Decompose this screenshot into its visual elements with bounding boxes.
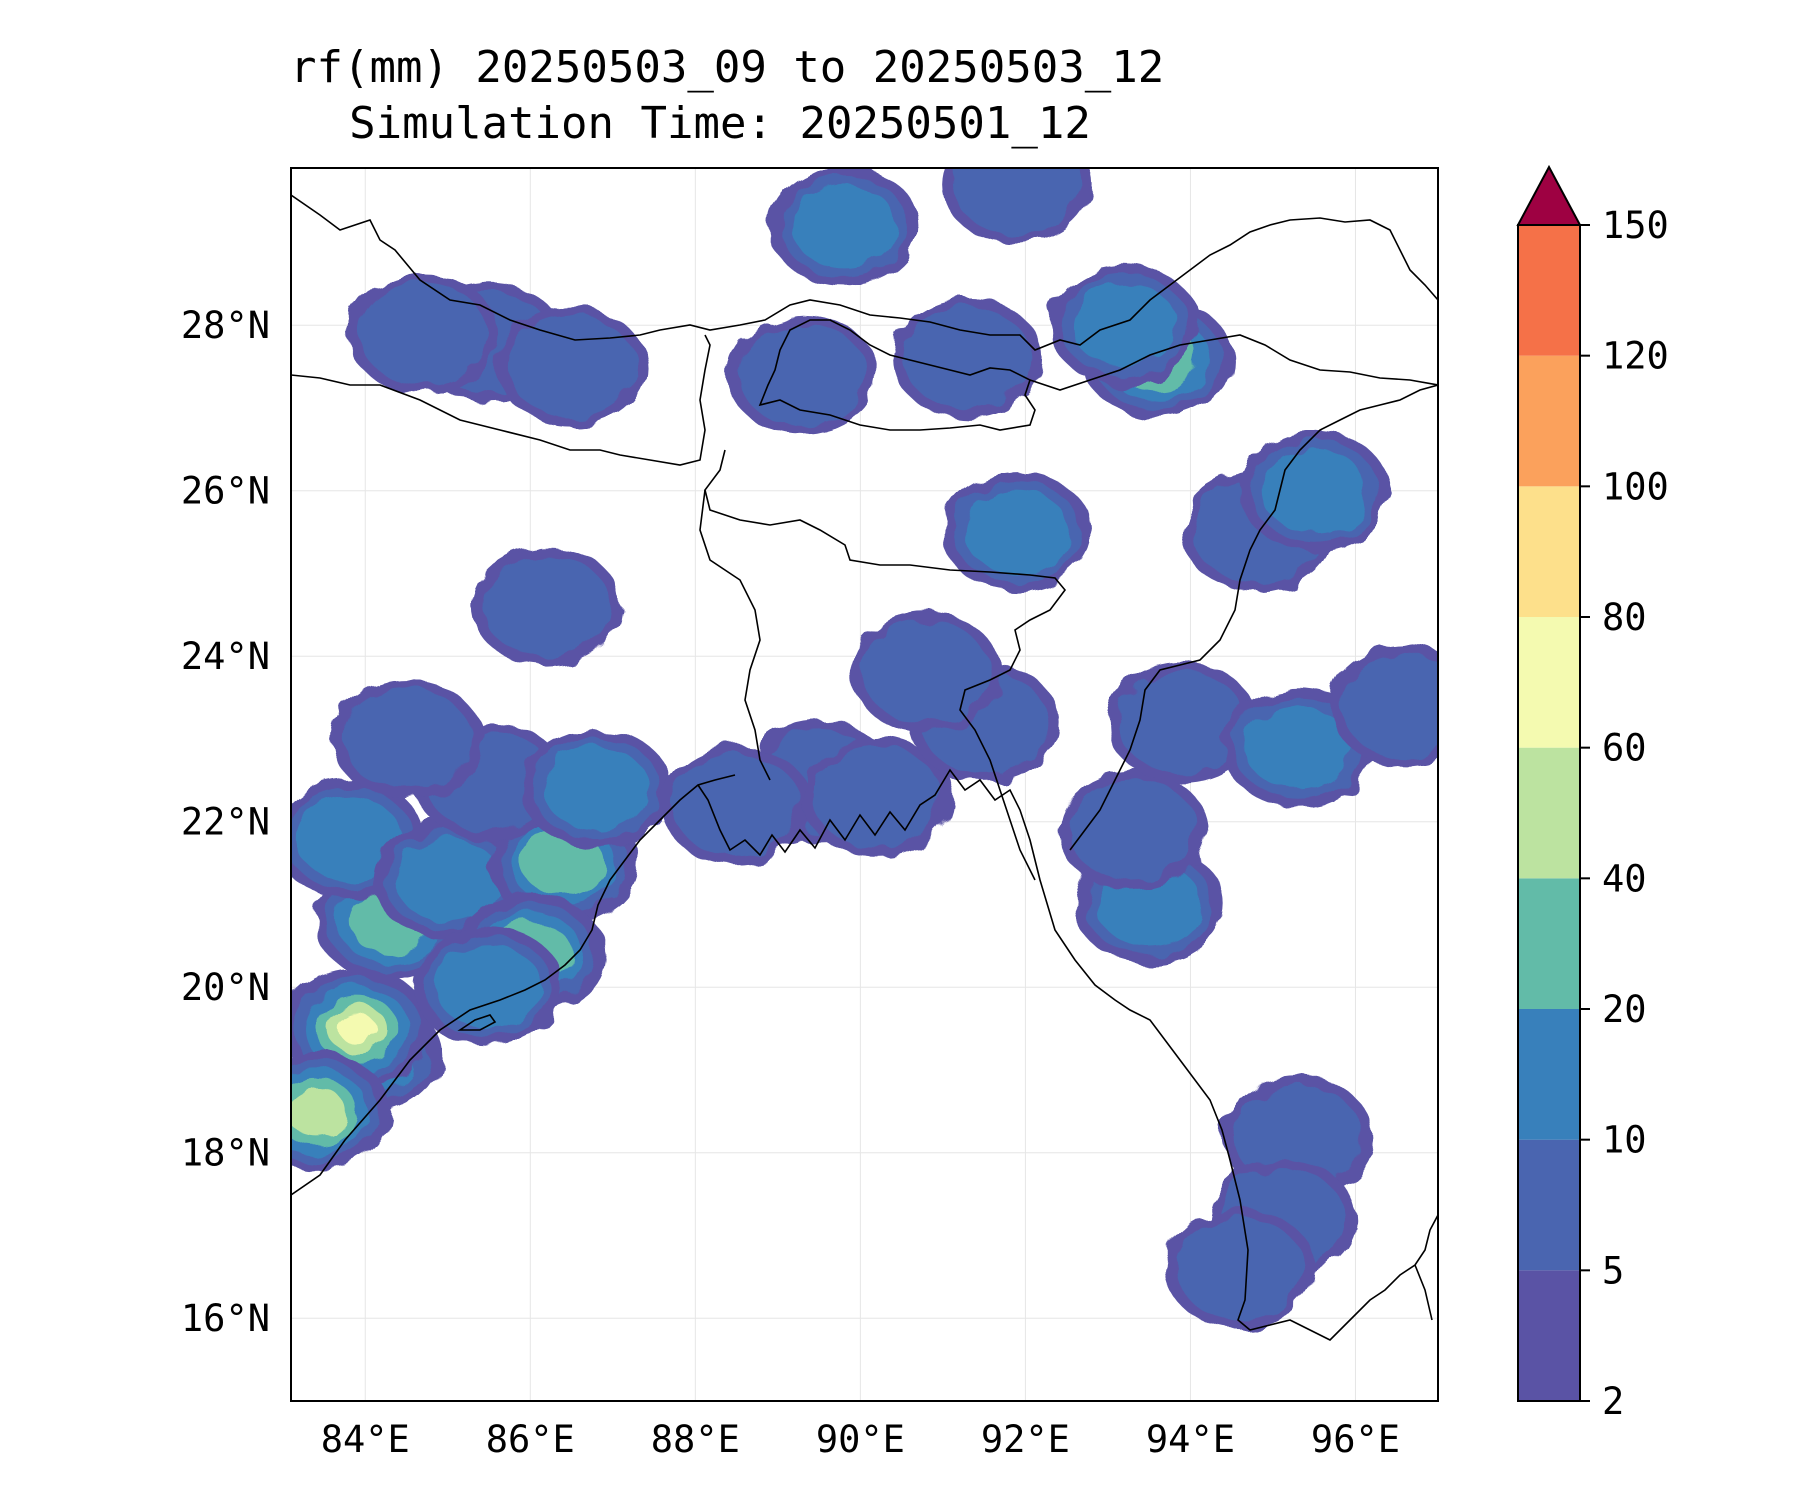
bhutan-border: [758, 319, 1036, 431]
rain-cell: [791, 183, 897, 268]
colorbar-segment: [1518, 486, 1580, 617]
rain-cell: [862, 621, 991, 724]
colorbar-tick-label: 20: [1602, 988, 1647, 1031]
east-india-coastline: [291, 774, 736, 1196]
colorbar-segment: [1518, 225, 1580, 356]
lat-tick-label: 26°N: [181, 470, 270, 513]
map-frame: [290, 167, 1439, 1402]
nepal-india-border: [291, 334, 711, 466]
chart-title-line-2: Simulation Time: 20250501_12: [349, 98, 1091, 149]
colorbar-segment: [1518, 747, 1580, 879]
rain-cell: [296, 796, 402, 881]
chart-title-line-1: rf(mm) 20250503_09 to 20250503_12: [290, 42, 1165, 93]
lon-tick-label: 92°E: [981, 1418, 1070, 1461]
rain-cell: [672, 754, 801, 857]
colorbar-segment: [1518, 355, 1580, 487]
lat-tick-label: 18°N: [181, 1132, 270, 1175]
rain-cell: [291, 1087, 346, 1136]
rain-cell: [395, 837, 501, 922]
rain-cell: [1176, 1217, 1304, 1320]
colorbar-segment: [1518, 1270, 1580, 1401]
latitude-axis: 16°N 18°N 20°N 22°N 24°N 26°N 28°N: [181, 304, 270, 1340]
lat-tick-label: 28°N: [181, 304, 270, 347]
colorbar-tick-label: 120: [1602, 335, 1669, 378]
colorbar-tick-label: 100: [1602, 465, 1669, 508]
colorbar-segment: [1518, 1139, 1580, 1271]
bangladesh-border: [704, 449, 1067, 881]
rain-cell: [436, 945, 542, 1030]
colorbar-segment: [1518, 1009, 1580, 1140]
colorbar-frame: [1517, 224, 1581, 1402]
lon-tick-label: 90°E: [816, 1418, 905, 1461]
bangladesh-west-border: [699, 489, 771, 781]
rain-cell: [543, 746, 649, 831]
bengal-delta-coast: [697, 768, 1438, 1341]
colorbar-tick-label: 60: [1602, 727, 1647, 770]
longitude-axis: 84°E 86°E 88°E 90°E 92°E 94°E 96°E: [321, 1418, 1400, 1461]
himalaya-border-north: [291, 194, 1438, 351]
lon-tick-label: 96°E: [1311, 1418, 1400, 1461]
colorbar-extend-arrow: [1516, 164, 1582, 226]
colorbar-tick-label: 150: [1602, 204, 1669, 247]
rain-cell: [1261, 448, 1367, 533]
rain-cell: [953, 168, 1081, 236]
mahanadi-delta-island: [457, 1014, 497, 1031]
rain-cell: [1118, 671, 1246, 774]
lon-tick-label: 88°E: [651, 1418, 740, 1461]
rain-cell: [1245, 705, 1351, 790]
northeast-india-myanmar-border: [1069, 384, 1438, 851]
rain-cell: [1341, 654, 1438, 757]
colorbar-tick-label: 40: [1602, 857, 1647, 900]
rainfall-field: [291, 168, 1438, 1329]
rain-cell: [507, 315, 636, 418]
lon-tick-label: 84°E: [321, 1418, 410, 1461]
myanmar-south-coast: [1414, 1264, 1433, 1321]
colorbar-tick-label: 2: [1602, 1380, 1624, 1423]
rain-cell: [1071, 283, 1177, 368]
rain-cell: [338, 1013, 376, 1044]
rain-cell: [738, 323, 867, 426]
colorbar-tick-label: 80: [1602, 596, 1647, 639]
rain-cell: [964, 490, 1070, 575]
lat-tick-label: 20°N: [181, 966, 270, 1009]
colorbar-segment: [1518, 617, 1580, 748]
lon-tick-label: 86°E: [486, 1418, 575, 1461]
rain-cell: [483, 555, 611, 658]
colorbar: 2 5 10 20 40 60 80 100 120 150: [1516, 164, 1669, 1423]
rain-cell: [342, 687, 471, 790]
coastlines-and-borders: [291, 194, 1438, 1341]
colorbar-segment: [1518, 878, 1580, 1009]
lat-tick-label: 24°N: [181, 635, 270, 678]
lat-tick-label: 16°N: [181, 1297, 270, 1340]
rain-cell: [1068, 779, 1197, 882]
lon-tick-label: 94°E: [1146, 1418, 1235, 1461]
rain-cell: [359, 282, 487, 385]
rain-cell: [903, 307, 1032, 410]
lat-tick-label: 22°N: [181, 801, 270, 844]
bhutan-east-arunachal: [1029, 334, 1438, 391]
colorbar-tick-label: 10: [1602, 1119, 1647, 1162]
colorbar-tick-label: 5: [1602, 1249, 1624, 1292]
